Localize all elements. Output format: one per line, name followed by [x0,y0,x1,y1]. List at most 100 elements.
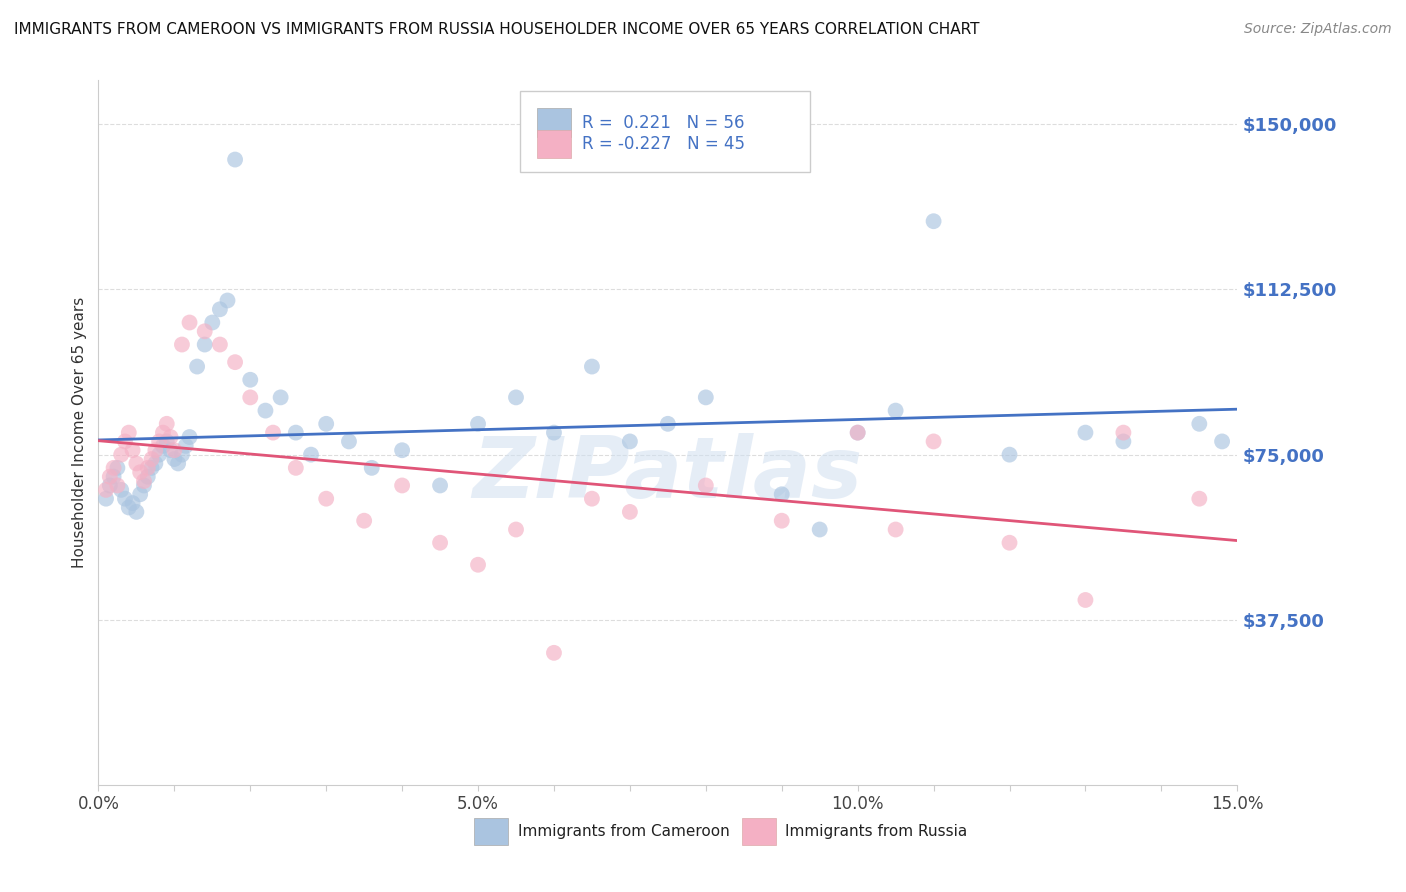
Point [129,465,152,479]
Point [239,391,262,405]
Point [152,439,174,453]
Point [299,448,322,462]
Point [159,443,181,458]
Point [136,469,159,483]
Point [224,355,246,369]
Point [770,514,793,528]
Point [505,523,527,537]
Point [103,461,125,475]
Point [186,359,208,374]
Point [360,461,382,475]
Point [179,316,201,330]
Point [159,430,181,444]
Point [125,505,148,519]
Point [1112,425,1135,440]
Point [1112,434,1135,449]
Point [98,478,121,492]
Point [145,457,167,471]
FancyBboxPatch shape [520,91,810,172]
Point [170,337,193,351]
Point [315,491,337,506]
Point [132,478,155,492]
Point [179,430,201,444]
Point [505,391,527,405]
Point [94,483,117,497]
Point [619,505,641,519]
Point [156,434,179,449]
Point [103,469,125,483]
Point [107,461,129,475]
Point [129,487,152,501]
Bar [537,109,571,136]
Point [254,403,277,417]
Point [136,461,159,475]
Text: Immigrants from Cameroon: Immigrants from Cameroon [517,824,730,839]
Text: Immigrants from Russia: Immigrants from Russia [785,824,967,839]
Text: IMMIGRANTS FROM CAMEROON VS IMMIGRANTS FROM RUSSIA HOUSEHOLDER INCOME OVER 65 YE: IMMIGRANTS FROM CAMEROON VS IMMIGRANTS F… [14,22,980,37]
Point [846,425,869,440]
Point [846,425,869,440]
Point [141,461,163,475]
Point [998,448,1021,462]
Point [770,487,793,501]
Point [808,523,831,537]
Point [884,403,907,417]
Point [239,373,262,387]
Point [208,337,231,351]
Point [581,359,603,374]
Point [152,425,174,440]
Point [194,337,217,351]
Point [132,474,155,488]
Point [145,443,167,458]
Point [1074,425,1097,440]
Point [391,478,413,492]
Bar [537,129,571,158]
Point [167,457,190,471]
Point [98,469,121,483]
Point [998,535,1021,549]
Y-axis label: Householder Income Over 65 years: Householder Income Over 65 years [72,297,87,568]
Point [467,417,489,431]
Bar [474,818,509,845]
Point [543,425,565,440]
Point [429,535,451,549]
Point [114,491,136,506]
Point [429,478,451,492]
Point [125,457,148,471]
Point [467,558,489,572]
Point [114,434,136,449]
Point [1211,434,1233,449]
Point [208,302,231,317]
Point [270,391,292,405]
Point [391,443,413,458]
Point [194,324,217,338]
Point [110,483,132,497]
Point [619,434,641,449]
Point [118,500,141,515]
Point [170,448,193,462]
Text: Source: ZipAtlas.com: Source: ZipAtlas.com [1244,22,1392,37]
Point [121,443,143,458]
Point [284,425,307,440]
Point [884,523,907,537]
Point [284,461,307,475]
Point [581,491,603,506]
Bar [742,818,776,845]
Point [543,646,565,660]
Point [110,448,132,462]
Point [262,425,284,440]
Point [315,417,337,431]
Point [156,417,179,431]
Point [174,439,197,453]
Point [118,425,141,440]
Point [141,452,163,467]
Point [94,491,117,506]
Point [107,478,129,492]
Text: R =  0.221   N = 56: R = 0.221 N = 56 [582,113,745,131]
Point [224,153,246,167]
Point [695,478,717,492]
Text: R = -0.227   N = 45: R = -0.227 N = 45 [582,135,745,153]
Point [1188,491,1211,506]
Point [163,443,186,458]
Point [201,316,224,330]
